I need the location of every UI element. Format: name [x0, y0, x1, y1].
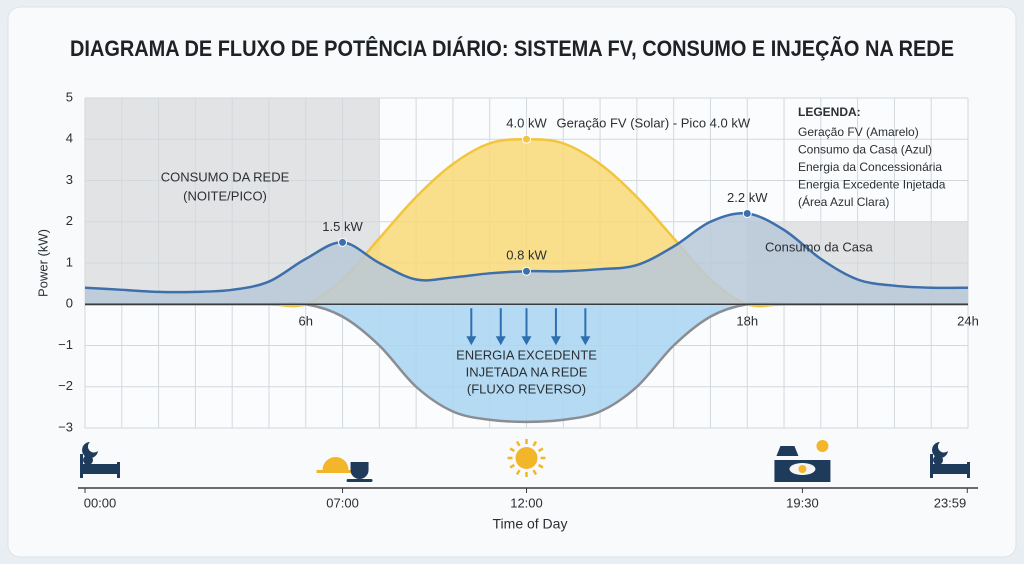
y-tick-label: 4 [66, 131, 73, 146]
x-tick-label: 07:00 [326, 495, 359, 510]
bed [930, 464, 970, 474]
saucer [346, 479, 373, 482]
sun-ray [537, 447, 544, 453]
y-tick-label: 0 [66, 296, 73, 311]
annotation: Geração FV (Solar) - Pico 4.0 kW [557, 116, 751, 131]
annotation: (NOITE/PICO) [183, 188, 267, 203]
data-point [742, 209, 752, 218]
arrow-head [550, 336, 561, 346]
y-tick-label: 5 [66, 89, 73, 104]
head [83, 455, 93, 465]
legend-item: Geração FV (Amarelo) [798, 125, 919, 139]
annotation: (FLUXO REVERSO) [467, 381, 586, 396]
chart-title: DIAGRAMA DE FLUXO DE POTÊNCIA DIÁRIO: SI… [70, 36, 954, 61]
zero-line-tick-label: 24h [957, 314, 979, 329]
time-icon [774, 440, 831, 482]
sun [515, 447, 538, 469]
annotation: ENERGIA EXCEDENTE [456, 347, 597, 362]
zero-line-tick-label: 6h [299, 314, 313, 329]
data-point [338, 237, 348, 247]
head [933, 455, 943, 465]
value-label: 1.5 kW [322, 219, 363, 234]
sun-ray [509, 463, 516, 469]
y-tick-label: −3 [58, 419, 73, 434]
legend-item: Energia Excedente Injetada [798, 178, 946, 192]
x-tick-label: 23:59 [934, 495, 967, 510]
moon [82, 442, 98, 458]
bed-leg [117, 462, 120, 478]
area [85, 213, 968, 305]
x-axis-label: Time of Day [493, 516, 568, 532]
sun-ray [515, 440, 521, 447]
y-tick-label: 2 [66, 213, 73, 228]
arrow-head [580, 336, 591, 346]
bed-leg [967, 462, 970, 478]
annotation: Consumo da Casa [765, 239, 873, 254]
y-tick-label: −2 [58, 378, 73, 393]
food [798, 465, 807, 473]
sun-ray [515, 469, 521, 476]
moon [932, 442, 948, 458]
annotation: INJETADA NA REDE [466, 364, 588, 379]
value-label: 2.2 kW [727, 190, 768, 205]
legend-item: Consumo da Casa (Azul) [798, 143, 932, 157]
y-tick-label: 3 [66, 172, 73, 187]
bed [80, 464, 120, 474]
data-point [522, 134, 531, 144]
sun-ray [532, 469, 538, 476]
time-icon [316, 457, 373, 482]
lamp [776, 446, 799, 456]
arrow-head [495, 336, 506, 346]
value-label: 0.8 kW [506, 248, 547, 263]
sun-ray [537, 463, 544, 469]
value-label: 4.0 kW [506, 116, 547, 131]
time-icon [80, 442, 120, 478]
cup [350, 462, 369, 479]
legend-item: (Área Azul Clara) [798, 194, 889, 209]
legend-title: LEGENDA: [798, 105, 861, 119]
y-axis-label: Power (kW) [35, 229, 50, 297]
arrow-head [466, 336, 477, 346]
sun [322, 457, 349, 470]
data-point [522, 266, 531, 276]
x-tick-label: 00:00 [84, 495, 117, 510]
arrow-head [521, 336, 532, 346]
area [85, 139, 968, 307]
zero-line-tick-label: 18h [736, 314, 758, 329]
bed-leg [930, 454, 933, 478]
legend-item: Energia da Concessionária [798, 160, 942, 174]
sun-ray [532, 440, 538, 447]
y-tick-label: −1 [58, 337, 73, 352]
x-tick-label: 12:00 [510, 495, 543, 510]
x-tick-label: 19:30 [786, 495, 819, 510]
time-icon [507, 439, 546, 477]
time-icon [930, 442, 970, 478]
y-tick-label: 1 [66, 254, 73, 269]
sun-ray [509, 447, 516, 453]
bed-leg [80, 454, 83, 478]
area [85, 303, 968, 422]
horizon [316, 470, 353, 473]
annotation: CONSUMO DA REDE [161, 169, 290, 184]
bulb [816, 440, 829, 452]
